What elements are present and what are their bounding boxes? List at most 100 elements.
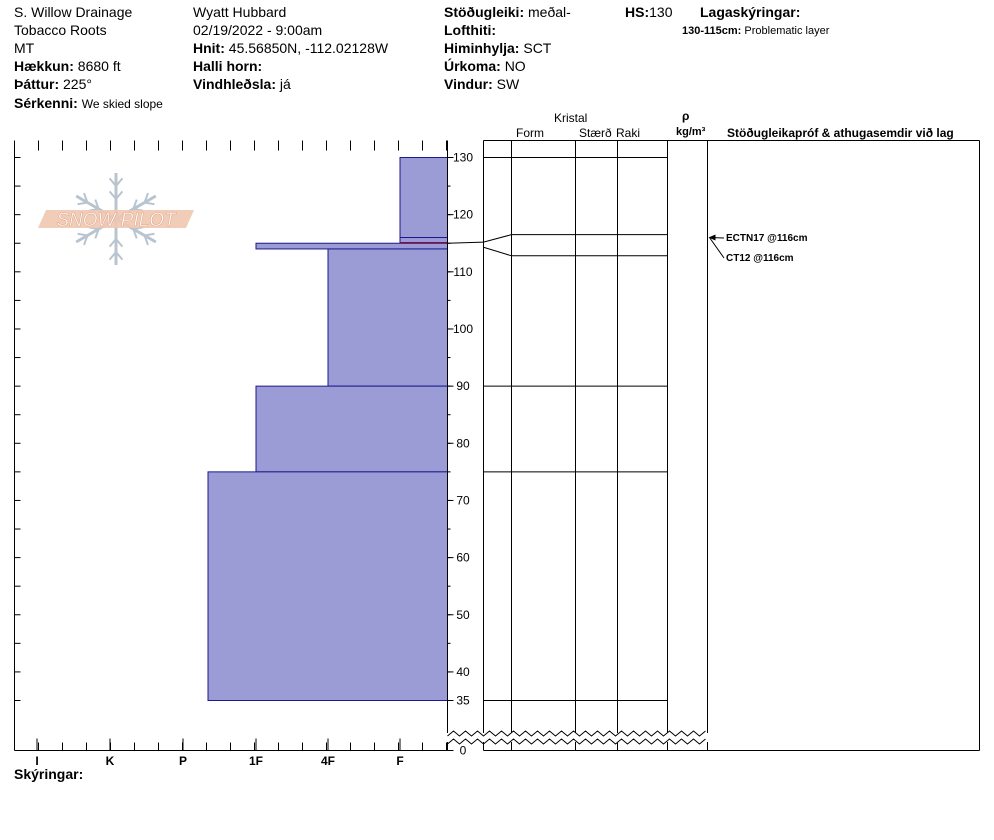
snowflake-branch <box>77 232 88 237</box>
wind-loading-label: Vindhleðsla: <box>193 76 276 92</box>
notes-label: Skýringar: <box>14 766 84 782</box>
snowflake-branch <box>144 232 155 237</box>
observer: Wyatt Hubbard <box>193 4 287 20</box>
hardness-tick-label: F <box>396 754 403 768</box>
precip-row: Úrkoma: NO <box>444 58 526 74</box>
hardness-layer <box>399 157 448 239</box>
aspect-label: Þáttur: <box>14 76 60 92</box>
snowflake-branch <box>115 251 124 261</box>
precip-value: NO <box>504 58 526 74</box>
form-header: Form <box>516 126 544 140</box>
snowflake-branch <box>94 228 100 239</box>
snowflake-branch <box>108 251 117 261</box>
depth-tick-label: 100 <box>453 322 473 336</box>
snowflake-branch <box>144 201 155 206</box>
datetime: 02/19/2022 - 9:00am <box>193 22 323 38</box>
elevation-row: Hækkun: 8680 ft <box>14 58 121 74</box>
depth-tick-label: 110 <box>453 265 472 279</box>
hardness-tick-label: I <box>35 754 38 768</box>
crystal-header: Kristal <box>554 111 588 125</box>
layer-note-range: 130-115cm: <box>682 25 742 37</box>
depth-tick-label: 80 <box>456 436 470 450</box>
depth-tick-label: 50 <box>456 608 470 622</box>
snowflake-branch <box>108 177 117 187</box>
depth-tick-label: 130 <box>453 151 473 165</box>
features-row: Sérkenni: We skied slope <box>14 95 163 112</box>
air-temp-row: Lofthiti: <box>444 22 496 38</box>
layer-note-text: Problematic layer <box>744 25 830 37</box>
range-name: Tobacco Roots <box>14 22 107 38</box>
depth-tick-label: 60 <box>456 551 470 565</box>
snowflake-branch <box>143 192 149 203</box>
state: MT <box>14 40 35 56</box>
hardness-layer <box>255 385 448 473</box>
elevation-label: Hækkun: <box>14 58 74 74</box>
snowflake-branch <box>108 190 117 200</box>
moisture-header: Raki <box>616 126 641 140</box>
test-arrow-head <box>708 234 716 241</box>
depth-break-zigzag <box>447 738 706 745</box>
layer-connector <box>483 234 512 243</box>
aspect-row: Þáttur: 225° <box>14 76 92 92</box>
coords-label: Hnit: <box>193 40 225 56</box>
hardness-tick-label: K <box>106 754 115 768</box>
stability-test-label: CT12 @116cm <box>726 253 794 264</box>
layer-connector <box>447 241 484 244</box>
depth-tick-label: 90 <box>456 379 470 393</box>
snowflake-branch <box>108 238 117 248</box>
location: S. Willow Drainage <box>14 4 133 20</box>
stability-label: Stöðugleiki: <box>444 4 525 20</box>
snowflake-branch <box>115 177 124 187</box>
slope-label: Halli horn: <box>193 58 263 74</box>
sky-row: Himinhylja: SCT <box>444 40 551 56</box>
layer-notes-title: Lagaskýringar: <box>700 4 801 20</box>
sky-label: Himinhylja: <box>444 40 520 56</box>
snowflake-branch <box>83 192 89 203</box>
wind-loading-value: já <box>279 76 291 92</box>
wind-value: SW <box>496 76 520 92</box>
layer-note: 130-115cm: Problematic layer <box>682 23 829 39</box>
depth-tick-label: 0 <box>460 744 467 758</box>
features-label: Sérkenni: <box>14 95 78 111</box>
snowflake-branch <box>94 199 100 210</box>
wind-loading-row: Vindhleðsla: já <box>193 76 291 92</box>
sky-value: SCT <box>523 40 552 56</box>
stability-row: Stöðugleiki: meðal- <box>444 4 571 20</box>
snowflake-branch <box>77 201 88 206</box>
logo-band <box>38 210 194 228</box>
size-header: Stærð <box>579 126 612 140</box>
hs-row: HS:130 <box>625 4 672 20</box>
stability-value: meðal- <box>528 4 571 20</box>
depth-tick-label: 120 <box>453 208 473 222</box>
hs-value: 130 <box>649 4 673 20</box>
density-unit-header: kg/m³ <box>676 126 706 138</box>
logo-text: SNOW PILOT <box>56 210 177 231</box>
rho-header: ρ <box>682 109 690 123</box>
hs-label: HS: <box>625 4 650 20</box>
layer-connector <box>483 246 512 257</box>
wind-label: Vindur: <box>444 76 493 92</box>
coords-row: Hnit: 45.56850N, -112.02128W <box>193 40 388 56</box>
air-temp-label: Lofthiti: <box>444 22 497 38</box>
depth-break-zigzag <box>447 730 706 737</box>
hardness-layer <box>255 242 448 250</box>
snowflake-branch <box>143 235 149 246</box>
test-pointer-line <box>709 237 725 259</box>
stability-tests-header: Stöðugleikapróf & athugasemdir við lag <box>727 126 954 140</box>
hardness-tick-label: 4F <box>321 754 335 768</box>
hardness-layer <box>207 471 448 701</box>
hardness-tick-label: P <box>179 754 187 768</box>
hardness-layer <box>327 248 448 387</box>
snowflake-branch <box>132 228 138 239</box>
slope-row: Halli horn: <box>193 58 262 74</box>
hardness-tick-label: 1F <box>249 754 263 768</box>
aspect-value: 225° <box>63 76 92 92</box>
precip-label: Úrkoma: <box>444 58 501 74</box>
snowpilot-logo: SNOW PILOT <box>38 173 194 265</box>
snowflake-branch <box>132 199 138 210</box>
snowflake-branch <box>115 190 124 200</box>
wind-row: Vindur: SW <box>444 76 519 92</box>
depth-tick-label: 40 <box>456 665 470 679</box>
elevation-value: 8680 ft <box>77 58 121 74</box>
